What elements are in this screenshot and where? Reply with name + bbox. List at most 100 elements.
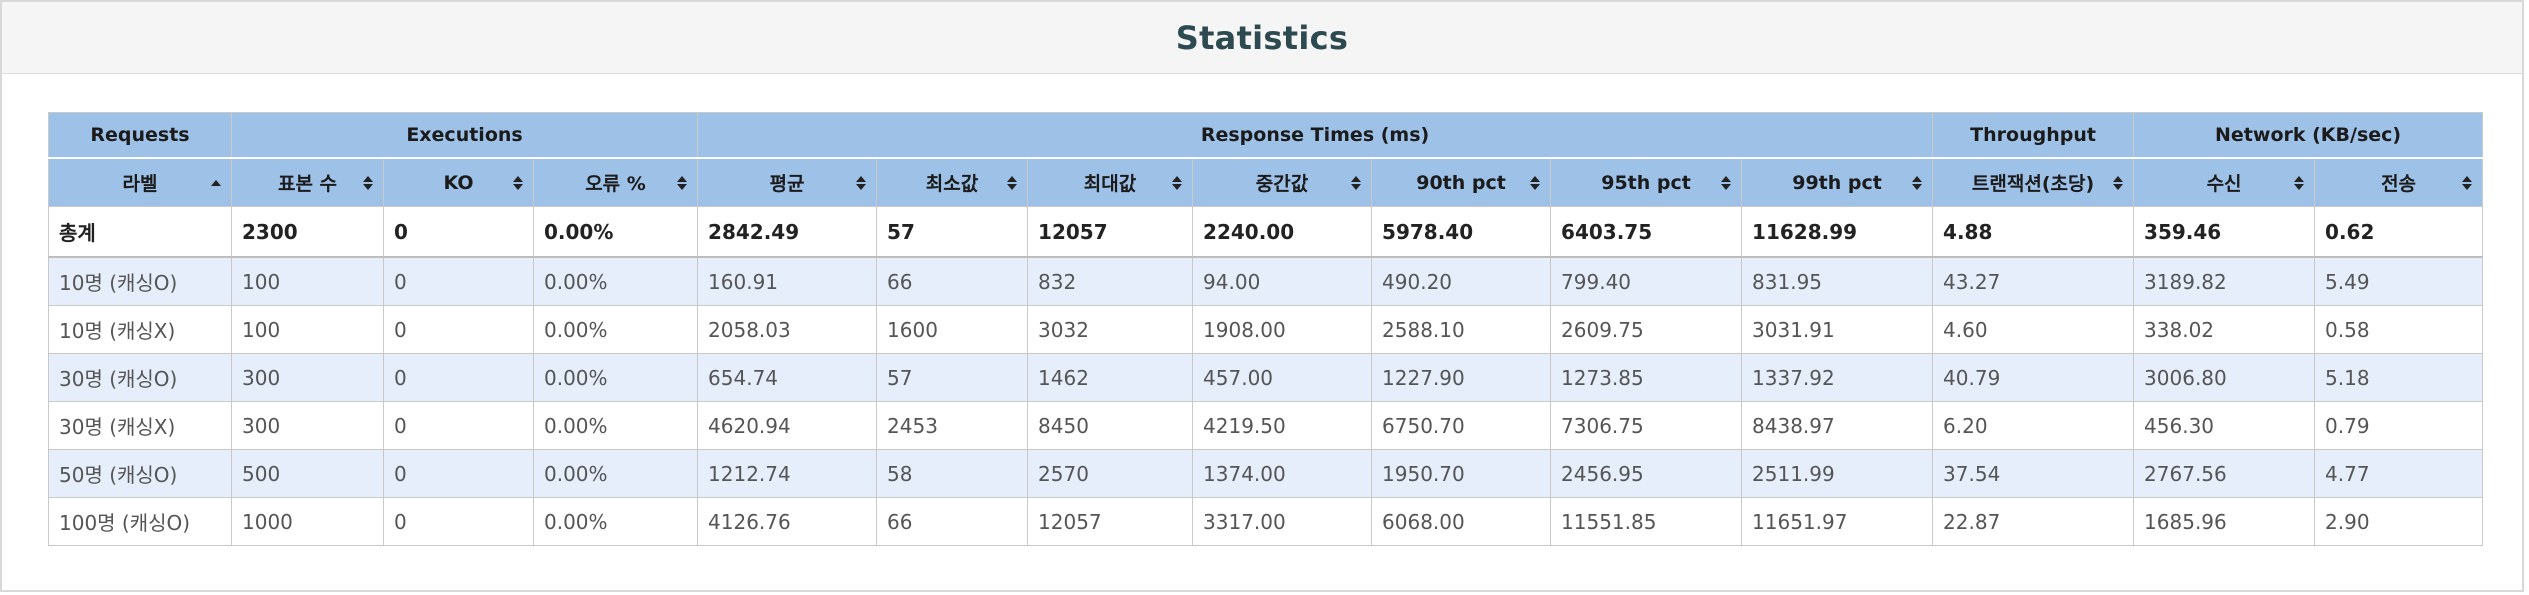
table-cell: 66 <box>876 497 1029 546</box>
sort-icon[interactable] <box>1530 175 1541 191</box>
table-cell: 6403.75 <box>1550 206 1743 258</box>
statistics-table: Requests Executions Response Times (ms) Thr… <box>48 112 2484 546</box>
column-header[interactable]: 99th pct <box>1741 157 1934 207</box>
table-cell: 40.79 <box>1932 353 2135 402</box>
table-cell: 1273.85 <box>1550 353 1743 402</box>
sort-icon[interactable] <box>1721 175 1732 191</box>
table-cell: 0 <box>383 305 534 354</box>
table-cell: 3031.91 <box>1741 305 1934 354</box>
sort-icon[interactable] <box>1351 175 1362 191</box>
table-cell: 2570 <box>1027 449 1194 498</box>
table-row: 30명 (캐싱O) 300 0 0.00% 654.74 57 1462 457.00 1227… <box>48 353 2484 402</box>
table-cell: 11628.99 <box>1741 206 1934 258</box>
table-cell: 7306.75 <box>1550 401 1743 450</box>
sort-icon[interactable] <box>1912 175 1923 191</box>
table-cell: 2511.99 <box>1741 449 1934 498</box>
table-cell: 300 <box>231 353 384 402</box>
column-header[interactable]: 표본 수 <box>231 157 384 207</box>
sort-icon[interactable] <box>1172 175 1183 191</box>
table-cell: 0.00% <box>532 353 699 402</box>
table-cell: 37.54 <box>1932 449 2135 498</box>
column-header-label: 중간값 <box>1255 173 1309 195</box>
column-header-label: 트랜잭션(초당) <box>1971 173 2095 195</box>
table-cell: 5.18 <box>2314 353 2484 402</box>
table-cell: 6.20 <box>1932 401 2135 450</box>
sort-icon[interactable] <box>363 175 373 191</box>
panel-heading: Statistics <box>2 2 2522 74</box>
table-cell: 359.46 <box>2133 206 2316 258</box>
column-header[interactable]: 중간값 <box>1192 157 1373 207</box>
table-cell: 10명 (캐싱O) <box>48 256 232 306</box>
table-cell: 0 <box>383 206 534 258</box>
sort-icon[interactable] <box>2113 175 2124 191</box>
table-cell: 799.40 <box>1550 256 1743 306</box>
column-header[interactable]: 라벨 <box>48 157 232 207</box>
table-cell: 2609.75 <box>1550 305 1743 354</box>
table-cell: 94.00 <box>1192 256 1373 306</box>
table-cell: 2240.00 <box>1192 206 1373 258</box>
table-cell: 5978.40 <box>1371 206 1552 258</box>
table-cell: 3006.80 <box>2133 353 2316 402</box>
table-cell: 0.00% <box>532 401 699 450</box>
table-cell: 100명 (캐싱O) <box>48 497 232 546</box>
column-header[interactable]: 트랜잭션(초당) <box>1932 157 2135 207</box>
table-row: 100명 (캐싱O) 1000 0 0.00% 4126.76 66 12057 3317.0… <box>48 497 2484 546</box>
header-group-throughput: Throughput <box>1932 112 2135 159</box>
table-cell: 총계 <box>48 206 232 258</box>
column-header-label: 95th pct <box>1601 171 1691 194</box>
sort-ascending-icon[interactable] <box>211 175 221 191</box>
column-header-label: 라벨 <box>122 173 158 195</box>
column-header-label: 표본 수 <box>277 173 338 195</box>
table-cell: 4219.50 <box>1192 401 1373 450</box>
table-cell: 12057 <box>1027 206 1194 258</box>
table-cell: 0.58 <box>2314 305 2484 354</box>
header-group-response-times-ms: Response Times (ms) <box>697 112 1934 159</box>
table-cell: 11651.97 <box>1741 497 1934 546</box>
table-cell: 8438.97 <box>1741 401 1934 450</box>
table-cell: 4620.94 <box>697 401 878 450</box>
table-cell: 500 <box>231 449 384 498</box>
column-header[interactable]: 최대값 <box>1027 157 1194 207</box>
table-cell: 300 <box>231 401 384 450</box>
column-header[interactable]: 최소값 <box>876 157 1029 207</box>
table-cell: 4126.76 <box>697 497 878 546</box>
table-cell: 50명 (캐싱O) <box>48 449 232 498</box>
table-cell: 0.00% <box>532 305 699 354</box>
column-header-label: 오류 % <box>585 173 646 195</box>
column-header[interactable]: KO <box>383 157 534 207</box>
table-cell: 30명 (캐싱X) <box>48 401 232 450</box>
table-cell: 4.88 <box>1932 206 2135 258</box>
column-header[interactable]: 전송 <box>2314 157 2484 207</box>
table-cell: 0 <box>383 256 534 306</box>
table-cell: 10명 (캐싱X) <box>48 305 232 354</box>
sort-icon[interactable] <box>1007 175 1018 191</box>
table-cell: 456.30 <box>2133 401 2316 450</box>
sort-icon[interactable] <box>856 175 867 191</box>
table-cell: 338.02 <box>2133 305 2316 354</box>
column-header[interactable]: 평균 <box>697 157 878 207</box>
table-cell: 30명 (캐싱O) <box>48 353 232 402</box>
table-cell: 2767.56 <box>2133 449 2316 498</box>
table-cell: 3032 <box>1027 305 1194 354</box>
column-header[interactable]: 수신 <box>2133 157 2316 207</box>
table-cell: 43.27 <box>1932 256 2135 306</box>
table-cell: 1337.92 <box>1741 353 1934 402</box>
table-cell: 0 <box>383 353 534 402</box>
table-cell: 1908.00 <box>1192 305 1373 354</box>
column-header[interactable]: 90th pct <box>1371 157 1552 207</box>
table-cell: 4.77 <box>2314 449 2484 498</box>
column-header-label: 최소값 <box>925 173 979 195</box>
column-header[interactable]: 95th pct <box>1550 157 1743 207</box>
sort-icon[interactable] <box>513 175 523 191</box>
sort-icon[interactable] <box>2462 175 2473 191</box>
table-cell: 0 <box>383 449 534 498</box>
table-cell: 2842.49 <box>697 206 878 258</box>
column-header[interactable]: 오류 % <box>532 157 699 207</box>
table-cell: 0 <box>383 497 534 546</box>
table-cell: 100 <box>231 256 384 306</box>
sort-icon[interactable] <box>677 175 688 191</box>
table-cell: 1462 <box>1027 353 1194 402</box>
table-cell: 490.20 <box>1371 256 1552 306</box>
sort-icon[interactable] <box>2294 175 2305 191</box>
table-cell: 1374.00 <box>1192 449 1373 498</box>
